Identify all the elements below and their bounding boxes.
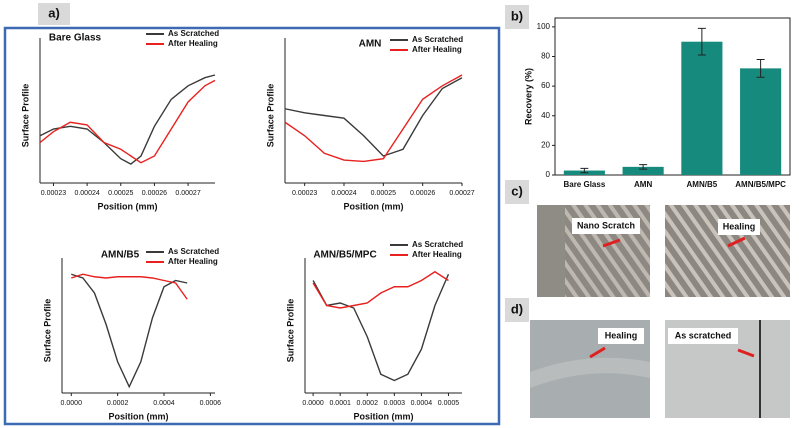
x-tick-label: 0.00024 [74,190,99,197]
legend-label: After Healing [412,250,462,259]
panel-label-box [505,5,529,29]
arrow [602,238,621,248]
x-axis-label: Position (mm) [109,411,169,421]
y-axis-label: Surface Profile [42,299,52,363]
panel-label-box [505,298,529,322]
x-tick-label: 0.0000 [302,400,324,407]
annotation-box [598,328,644,344]
x-tick-label: 0.0003 [384,400,406,407]
x-tick-label: 0.00025 [371,190,396,197]
y-tick-label: 0 [546,170,551,179]
legend-label: As Scratched [412,240,463,249]
panel-label: a) [48,5,60,20]
x-tick-label: 0.0004 [153,400,175,407]
legend-label: As Scratched [412,35,463,44]
line-series [71,273,188,389]
panel-label: d) [511,301,523,316]
x-axis-label: Position (mm) [354,411,414,421]
chart-title: AMN [359,39,382,50]
arrow [589,346,606,359]
y-tick-label: 100 [537,22,551,31]
legend-label: After Healing [168,257,218,266]
x-tick-label: 0.0002 [357,400,379,407]
y-axis-label: Recovery (%) [523,68,533,125]
x-tick-label: 0.0004 [411,400,433,407]
error-bar [580,167,589,174]
x-tick-label: 0.00023 [41,190,66,197]
annotation-box [718,219,760,235]
x-tick-label: Bare Glass [563,180,605,189]
error-bar [639,164,648,170]
x-tick-label: AMN/B5 [687,180,718,189]
annotation: As scratched [675,330,732,340]
annotation: Healing [605,330,638,340]
x-axis-label: Position (mm) [98,201,158,211]
y-tick-label: 80 [541,52,550,61]
x-tick-label: 0.0001 [329,400,351,407]
x-tick-label: 0.00023 [292,190,317,197]
chart-title: AMN/B5 [101,250,140,261]
annotation: Nano Scratch [577,220,635,230]
bar [681,41,723,175]
line-series [39,74,216,165]
x-tick-label: 0.00026 [410,190,435,197]
y-tick-label: 20 [541,140,550,149]
x-tick-label: 0.00025 [108,190,133,197]
annotation: Healing [723,221,756,231]
x-tick-label: 0.0005 [438,400,460,407]
annotation-box [668,328,738,344]
line-series [284,74,463,163]
x-tick-label: 0.00026 [142,190,167,197]
bar [622,166,664,175]
panel-label-box [505,180,529,204]
y-tick-label: 40 [541,111,550,120]
line-series [39,79,216,164]
error-bar [697,27,706,56]
chart-title: AMN/B5/MPC [313,250,376,261]
panel-label-box [38,3,70,25]
y-axis-label: Surface Profile [20,84,30,148]
arrow [727,236,746,248]
line-series [312,273,450,382]
line-series [284,77,463,157]
x-tick-label: AMN [634,180,652,189]
y-axis-label: Surface Profile [285,299,295,363]
line-series [71,273,188,300]
error-bar [756,58,765,78]
x-axis-label: Position (mm) [344,201,404,211]
x-tick-label: 0.0006 [200,400,222,407]
micrograph [665,205,790,297]
panel-frame [3,26,501,426]
legend-label: As Scratched [168,29,219,38]
line-series [312,270,449,309]
x-tick-label: 0.0002 [107,400,129,407]
legend-label: After Healing [412,45,462,54]
y-axis-label: Surface Profile [265,84,275,148]
panel-label: b) [511,8,523,23]
annotation-box [572,218,640,234]
x-tick-label: 0.00024 [331,190,356,197]
arrow [737,348,755,358]
legend-label: After Healing [168,39,218,48]
legend-label: As Scratched [168,247,219,256]
plot-frame [554,17,791,176]
bar [740,68,782,175]
x-tick-label: 0.0000 [61,400,83,407]
panel-label: c) [511,183,523,198]
chart-title: Bare Glass [49,33,102,44]
x-tick-label: AMN/B5/MPC [735,180,786,189]
x-tick-label: 0.00027 [175,190,200,197]
y-tick-label: 60 [541,81,550,90]
micrograph-texture [530,357,650,388]
x-tick-label: 0.00027 [449,190,474,197]
